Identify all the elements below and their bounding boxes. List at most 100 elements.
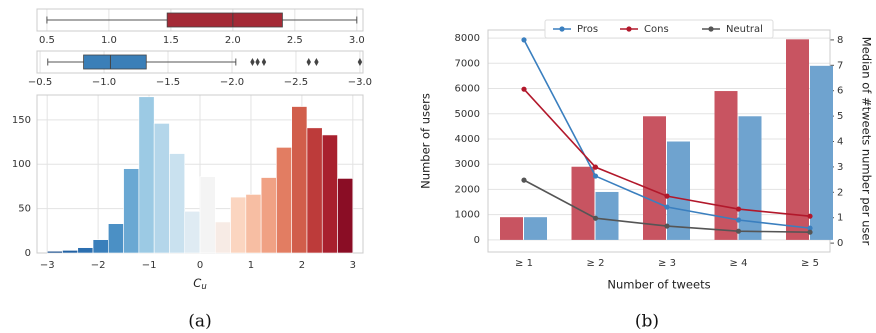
x-tick-label: −3 [40, 260, 55, 271]
histogram-bar [230, 196, 247, 254]
x-tick-label: −1 [142, 260, 157, 271]
histogram-bar [108, 223, 124, 254]
y-tick-label: 7000 [455, 58, 480, 69]
x-tick-label: 3 [350, 260, 356, 271]
y2-tick-label: 5 [837, 111, 843, 122]
x-tick-label: 2.0 [225, 35, 241, 46]
histogram-bar [291, 106, 308, 254]
x-tick-label: 3.0 [349, 35, 365, 46]
y2-tick-label: 4 [837, 137, 843, 148]
x-tick-label: 0 [197, 260, 203, 271]
outlier [314, 58, 319, 66]
box [83, 54, 147, 70]
legend-swatch-dot [708, 26, 714, 32]
line-point [664, 204, 670, 210]
outlier [255, 58, 260, 66]
x-axis-label-sub: u [201, 282, 206, 292]
bar [714, 91, 738, 240]
histogram-bar [153, 123, 170, 254]
y2-tick-label: 2 [837, 187, 843, 198]
line-point [735, 217, 742, 223]
y-tick-label: 6000 [455, 84, 480, 95]
y2-axis-label: Median of #tweets number per user [860, 37, 874, 246]
y-tick-label: 8000 [455, 33, 480, 44]
x-tick-label: ≥ 3 [658, 258, 676, 269]
histogram-bar [184, 210, 201, 254]
bar [595, 191, 619, 240]
legend-box [544, 19, 774, 39]
outlier [261, 58, 267, 66]
x-tick-label: 1.5 [163, 35, 179, 46]
histogram-bar [92, 239, 109, 254]
outlier [250, 58, 255, 66]
x-tick-label: ≥ 2 [587, 258, 605, 269]
histogram-bar [276, 147, 292, 254]
y2-tick-label: 6 [837, 86, 843, 97]
histogram-bar [337, 178, 354, 254]
histogram-bar [62, 250, 79, 254]
bar [524, 217, 547, 240]
histogram-bar [214, 221, 231, 254]
line-point [735, 206, 742, 212]
caption: (a) [188, 312, 211, 332]
x-tick-label: 1 [248, 260, 254, 271]
plot-frame [36, 50, 364, 74]
line-point [807, 225, 813, 231]
x-tick-label: −2.5 [284, 77, 308, 88]
box [166, 12, 283, 28]
x-tick-label: 0.5 [39, 35, 55, 46]
histogram-bar [306, 127, 323, 254]
x-tick-label: 2.5 [287, 35, 303, 46]
legend-label: Cons [644, 24, 669, 35]
x-tick-label: 1.0 [101, 35, 117, 46]
y2-tick-label: 1 [837, 213, 843, 224]
line-point [807, 213, 813, 219]
outlier [357, 58, 363, 66]
x-tick-label: −2.0 [220, 77, 244, 88]
histogram-bar [169, 153, 186, 254]
line-point [521, 177, 527, 183]
x-tick-label: −1.0 [92, 77, 116, 88]
x-tick-label: −1.5 [156, 77, 180, 88]
y-tick-label: 0 [474, 235, 480, 246]
line-point [521, 37, 527, 43]
histogram-bar [46, 250, 63, 254]
histogram-bar [260, 177, 277, 254]
plot-frame [36, 8, 364, 32]
bar [810, 65, 833, 240]
caption: (b) [635, 312, 659, 332]
x-tick-label: ≥ 1 [515, 258, 533, 269]
histogram-bar [77, 247, 94, 254]
bar [667, 141, 690, 240]
y2-tick-label: 3 [837, 162, 843, 173]
y-tick-label: 100 [12, 159, 31, 170]
x-axis-label: Cu [193, 276, 206, 292]
bar [571, 166, 595, 240]
y-tick-label: 0 [25, 248, 31, 259]
x-tick-label: −2 [91, 260, 106, 271]
x-tick-label: −0.5 [28, 77, 52, 88]
x-tick-label: ≥ 5 [801, 258, 819, 269]
outlier [306, 58, 311, 66]
histogram-bar [199, 176, 216, 254]
y-tick-label: 3000 [455, 159, 480, 170]
line-point [592, 164, 599, 170]
y-tick-label: 4000 [455, 134, 480, 145]
x-axis-label: Number of tweets [607, 278, 710, 292]
legend-label: Pros [577, 24, 598, 35]
bar [643, 116, 666, 240]
bar [786, 39, 809, 240]
legend-label: Neutral [726, 24, 763, 35]
y-tick-label: 1000 [455, 210, 480, 221]
line-point [807, 229, 813, 235]
line-point [592, 215, 599, 221]
y2-tick-label: 0 [837, 238, 843, 249]
y2-tick-label: 7 [837, 60, 843, 71]
x-tick-label: ≥ 4 [730, 258, 748, 269]
y-tick-label: 150 [12, 115, 31, 126]
line-point [735, 228, 742, 234]
line-point [664, 193, 670, 199]
line-point [521, 86, 527, 92]
legend-swatch-dot [559, 26, 565, 32]
